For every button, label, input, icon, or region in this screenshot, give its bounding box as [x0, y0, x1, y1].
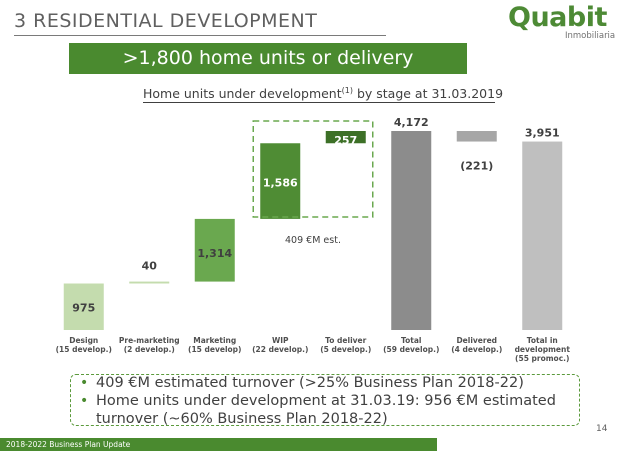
category-label: Pre-marketing	[119, 336, 180, 345]
bullet-text: Home units under development at 31.03.19…	[96, 393, 556, 427]
footer-bar: 2018-2022 Business Plan Update	[0, 438, 437, 451]
bar-value-label: (221)	[460, 160, 493, 173]
waterfall-chart: 975 40 1,314 1,586 257 4,172 (221) 3,951 409 €M …	[56, 116, 571, 363]
bullet-item: • 409 €M estimated turnover (>25% Busines…	[78, 374, 578, 392]
highlights-panel	[70, 374, 580, 426]
category-sublabel: (2 develop.)	[124, 345, 175, 354]
company-logo: Quabit Inmobiliaria	[508, 2, 628, 42]
bar-marketing	[194, 218, 235, 282]
bar-value-label: 4,172	[394, 116, 429, 129]
subtitle-suffix: by stage at 31.03.2019	[352, 86, 504, 102]
category-label: WIP	[272, 336, 289, 345]
bar-value-label: 3,951	[525, 127, 560, 140]
category-sublabel: (59 develop.)	[383, 345, 439, 354]
annotation-label: 409 €M est.	[285, 235, 341, 246]
category-label: To deliver	[325, 336, 366, 345]
bar-total	[391, 131, 432, 330]
category-label: Marketing	[193, 336, 236, 345]
subtitle-text: Home units under development	[143, 86, 342, 102]
bar-value-label: 257	[334, 134, 357, 147]
bullet-item: • Home units under development at 31.03.1…	[78, 392, 578, 428]
bar-value-label: 40	[142, 260, 158, 273]
bar-value-label: 1,586	[263, 176, 298, 189]
bar-design	[63, 283, 104, 330]
title-underline	[14, 35, 386, 36]
bar-total-in-development	[522, 141, 563, 330]
bar-value-label: 975	[72, 301, 95, 314]
category-label: Total	[401, 336, 422, 345]
bar-pre-marketing	[129, 281, 170, 284]
highlights-list: • 409 €M estimated turnover (>25% Busines…	[78, 374, 578, 428]
category-label: Total in	[527, 336, 558, 345]
bullet-dot-icon: •	[80, 375, 89, 391]
chart-subtitle: Home units under development(1) by stage…	[143, 86, 503, 101]
logo-text: Quabit	[508, 2, 607, 33]
category-sublabel: (5 develop.)	[320, 345, 371, 354]
category-label: Delivered	[456, 336, 497, 345]
category-label: development	[515, 345, 571, 354]
category-sublabel: (22 develop.)	[252, 345, 308, 354]
subtitle-footnote-marker: (1)	[341, 86, 353, 95]
bullet-dot-icon: •	[80, 393, 89, 409]
wip-deliver-highlight-box	[252, 120, 374, 218]
category-sublabel: (4 develop.)	[451, 345, 502, 354]
bar-value-label: 1,314	[197, 247, 232, 260]
page-title: 3 RESIDENTIAL DEVELOPMENT	[14, 10, 318, 32]
bar-to-deliver	[325, 131, 366, 144]
category-sublabel: (15 develop.)	[56, 345, 112, 354]
category-sublabel: (55 promoc.)	[515, 354, 569, 363]
page-number: 14	[596, 424, 608, 434]
logo-subtext: Inmobiliaria	[565, 31, 616, 41]
subtitle-underline	[143, 102, 495, 103]
bullet-text: 409 €M estimated turnover (>25% Business…	[96, 375, 524, 391]
category-label: Design	[69, 336, 98, 345]
bar-wip	[260, 143, 301, 219]
bar-delivered	[456, 131, 497, 142]
category-sublabel: (15 develop)	[188, 345, 241, 354]
headline-banner: >1,800 home units or delivery	[69, 43, 467, 74]
